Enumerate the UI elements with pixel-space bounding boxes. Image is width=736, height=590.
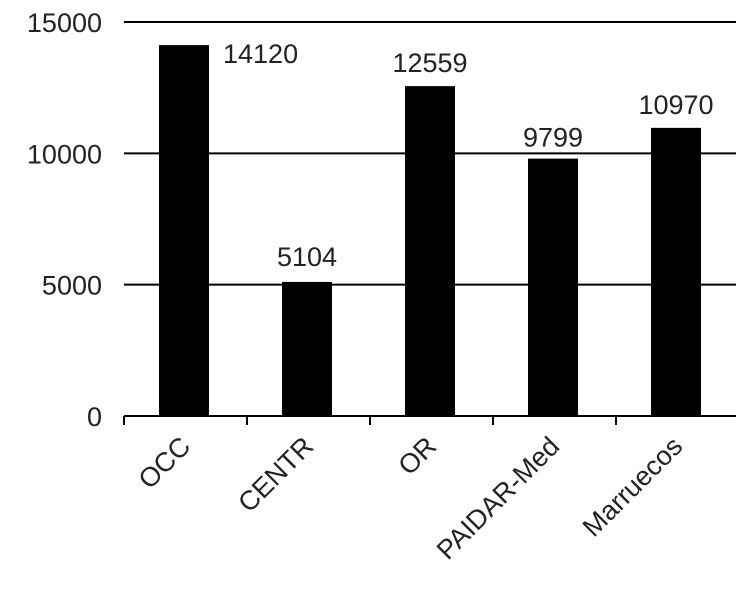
data-label: 10970 (638, 90, 713, 120)
data-label: 14120 (223, 39, 298, 69)
bars (159, 45, 701, 417)
y-tick-label: 15000 (27, 8, 102, 38)
x-axis (123, 415, 736, 425)
data-label: 5104 (277, 242, 337, 272)
bar-marruecos (651, 127, 701, 416)
data-labels: 14120 5104 12559 9799 10970 (223, 39, 714, 272)
category-label: CENTR (232, 431, 319, 518)
y-tick-label: 5000 (42, 271, 102, 301)
y-tick-label: 0 (87, 402, 102, 432)
data-label: 9799 (523, 123, 583, 153)
bar-paidar-med (528, 158, 578, 417)
category-label: OR (392, 431, 442, 481)
category-label: OCC (133, 431, 197, 495)
bar-or (405, 86, 455, 416)
data-label: 12559 (392, 48, 467, 78)
category-label: Marruecos (577, 431, 688, 542)
y-tick-label: 10000 (27, 139, 102, 169)
category-label: PAIDAR-Med (431, 431, 565, 565)
y-axis-ticks: 0 5000 10000 15000 (27, 8, 102, 432)
bar-occ (159, 45, 209, 417)
bar-centr (282, 281, 332, 416)
